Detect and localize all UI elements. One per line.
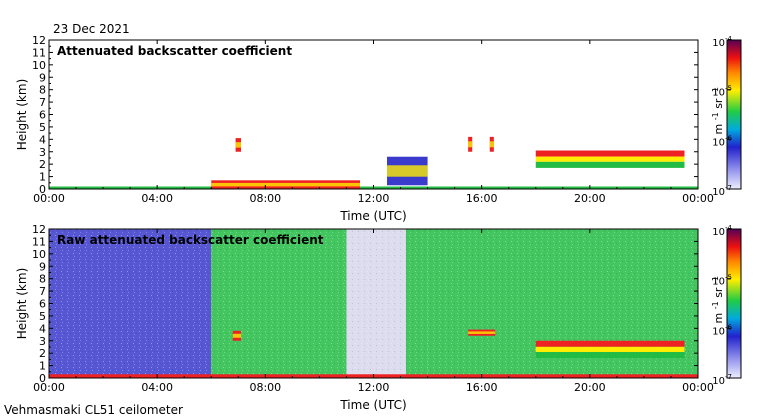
y-tick-label: 4: [39, 322, 46, 335]
x-tick-label: 12:00: [358, 192, 390, 205]
colorbar-tick-exponent: -4: [725, 224, 733, 232]
x-tick-label: 00:00: [682, 381, 714, 394]
y-tick-label: 12: [32, 223, 46, 236]
y-tick-label: 12: [32, 34, 46, 47]
panel-title: Raw attenuated backscatter coefficient: [57, 233, 324, 247]
y-tick-label: 2: [39, 158, 46, 171]
colorbar: [726, 228, 742, 379]
x-axis-label: Time (UTC): [339, 209, 406, 223]
cloud-layer-base: [535, 161, 685, 168]
y-tick-label: 2: [39, 347, 46, 360]
y-tick-label: 11: [32, 46, 46, 59]
cloud-layer-middle: [535, 346, 685, 353]
x-tick-label: 12:00: [358, 381, 390, 394]
y-tick-label: 5: [39, 121, 46, 134]
x-tick-label: 04:00: [141, 192, 173, 205]
panel-title: Attenuated backscatter coefficient: [57, 44, 292, 58]
cloud-core: [468, 331, 496, 334]
cloud-core: [489, 141, 494, 148]
colorbar-tick-exponent: -7: [725, 373, 732, 381]
colorbar-tick-label: 10: [712, 88, 725, 99]
cloud-core: [235, 142, 241, 148]
colorbar-tick-label: 10: [712, 38, 725, 49]
colorbar-tick-exponent: -6: [725, 134, 733, 142]
colorbar-tick-exponent: -5: [725, 274, 732, 282]
y-axis-label: Height (km): [15, 268, 29, 339]
x-tick-label: 16:00: [466, 381, 498, 394]
colorbar-tick-label: 10: [712, 376, 725, 387]
x-tick-label: 08:00: [249, 381, 281, 394]
x-tick-label: 08:00: [249, 192, 281, 205]
x-axis-label: Time (UTC): [339, 398, 406, 412]
y-tick-label: 1: [39, 171, 46, 184]
y-tick-label: 3: [39, 146, 46, 159]
y-tick-label: 10: [32, 248, 46, 261]
colorbar-tick-exponent: -6: [725, 323, 733, 331]
instrument-label: Vehmasmaki CL51 ceilometer: [4, 403, 183, 417]
cloud-layer-base: [535, 352, 685, 359]
x-tick-label: 20:00: [574, 381, 606, 394]
y-tick-label: 0: [39, 183, 46, 196]
y-tick-label: 0: [39, 372, 46, 385]
colorbar-tick-label: 10: [712, 326, 725, 337]
y-tick-label: 8: [39, 84, 46, 97]
y-axis-label: Height (km): [15, 79, 29, 150]
cloud-layer-top: [535, 340, 685, 347]
y-tick-label: 5: [39, 310, 46, 323]
cloud-core: [232, 333, 241, 338]
y-tick-label: 10: [32, 59, 46, 72]
y-tick-label: 6: [39, 109, 46, 122]
colorbar-tick-exponent: -4: [725, 35, 733, 43]
y-tick-label: 3: [39, 335, 46, 348]
colorbar-tick-label: 10: [712, 227, 725, 238]
y-tick-label: 7: [39, 96, 46, 109]
aerosol-layer-core: [211, 182, 360, 187]
cloud-core: [387, 165, 428, 177]
y-tick-label: 8: [39, 273, 46, 286]
x-tick-label: 00:00: [33, 192, 65, 205]
colorbar-tick-exponent: -5: [725, 85, 732, 93]
x-tick-label: 16:00: [466, 192, 498, 205]
cloud-core: [468, 141, 473, 148]
x-tick-label: 20:00: [574, 192, 606, 205]
colorbar-tick-label: 10: [712, 137, 725, 148]
y-tick-label: 4: [39, 133, 46, 146]
colorbar-tick-label: 10: [712, 187, 725, 198]
x-tick-label: 00:00: [33, 381, 65, 394]
date-label: 23 Dec 2021: [53, 22, 130, 36]
x-tick-label: 00:00: [682, 192, 714, 205]
y-tick-label: 7: [39, 285, 46, 298]
colorbar-tick-exponent: -7: [725, 184, 732, 192]
colorbar-unit: m -1 sr -1: [711, 276, 725, 323]
colorbar-unit: m -1 sr -1: [711, 87, 725, 134]
y-tick-label: 1: [39, 360, 46, 373]
cloud-layer-middle: [535, 156, 685, 162]
x-tick-label: 04:00: [141, 381, 173, 394]
colorbar: [726, 39, 742, 190]
y-tick-label: 6: [39, 298, 46, 311]
y-tick-label: 9: [39, 260, 46, 273]
cloud-layer-top: [535, 150, 685, 157]
y-tick-label: 9: [39, 71, 46, 84]
y-tick-label: 11: [32, 235, 46, 248]
colorbar-tick-label: 10: [712, 277, 725, 288]
